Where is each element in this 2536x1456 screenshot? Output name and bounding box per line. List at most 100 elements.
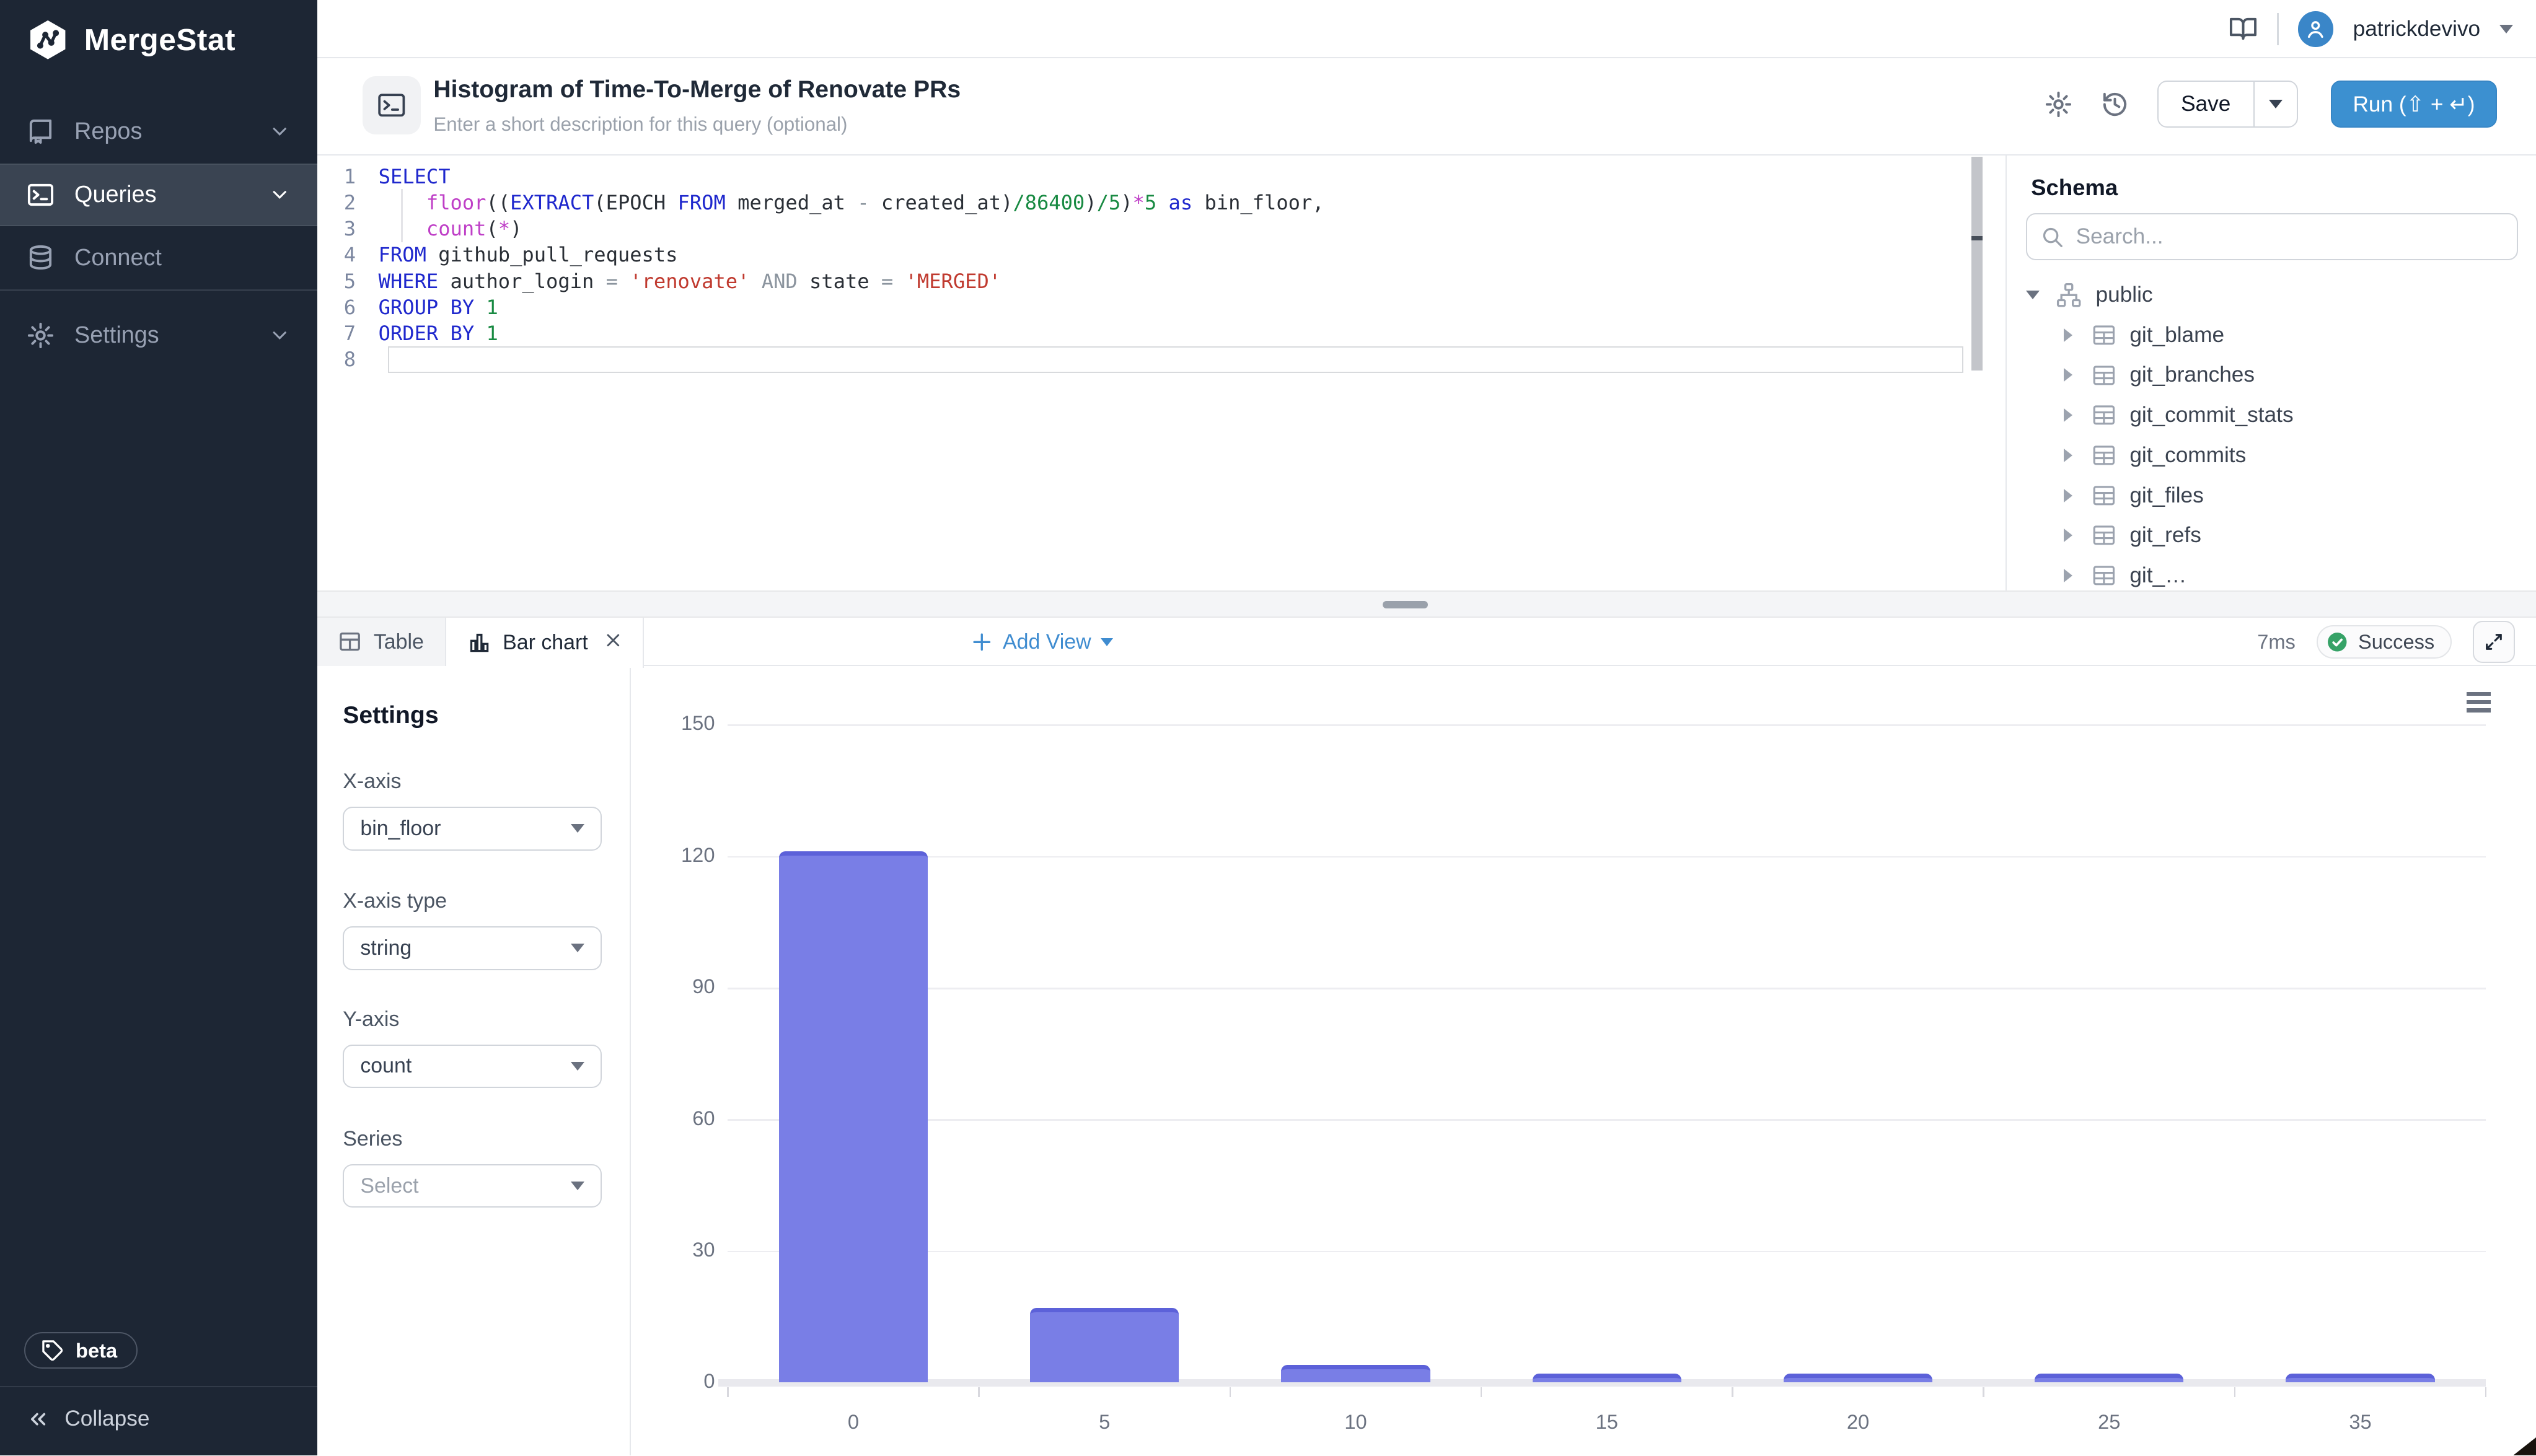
caret-right-icon[interactable] [2059, 368, 2078, 382]
x-axis-value: bin_floor [360, 816, 441, 840]
mergestat-logo[interactable]: MergeStat [26, 18, 236, 61]
mergestat-logo-icon [26, 18, 69, 61]
schema-table-git_files[interactable]: git_files [2007, 475, 2536, 515]
caret-right-icon[interactable] [2059, 328, 2078, 342]
x-axis-tick [727, 1387, 729, 1397]
caret-right-icon[interactable] [2059, 448, 2078, 462]
caret-right-icon[interactable] [2059, 488, 2078, 502]
schema-search-box [2026, 213, 2518, 261]
schema-table-git_blame[interactable]: git_blame [2007, 315, 2536, 355]
schema-table-git_refs[interactable]: git_refs [2007, 515, 2536, 556]
line-number: 8 [343, 348, 356, 372]
tag-icon [40, 1338, 64, 1362]
code-line: 6 GROUP BY 1 [317, 294, 2006, 320]
x-axis-tick-label: 35 [2349, 1410, 2372, 1433]
caret-down-icon [2269, 100, 2283, 110]
caret-right-icon[interactable] [2059, 569, 2078, 583]
splitter-handle[interactable] [1383, 601, 1429, 608]
username[interactable]: patrickdevivo [2353, 16, 2481, 41]
gridline [728, 1250, 2486, 1253]
caret-open-icon[interactable] [2023, 290, 2042, 300]
save-button[interactable]: Save [2159, 82, 2253, 126]
tab-bar-chart[interactable]: Bar chart [446, 617, 645, 668]
bar-chart-canvas[interactable]: 0 30 60 90 120 150 0 5 10 15 20 25 35 [630, 666, 2536, 1455]
query-terminal-icon [362, 76, 421, 134]
main-area: patrickdevivo Histogram of Time-To-Merge… [317, 0, 2536, 1455]
caret-right-icon[interactable] [2059, 408, 2078, 423]
table-name: git_commit_stats [2129, 403, 2294, 428]
schema-table-git_[interactable]: git_… [2007, 556, 2536, 590]
docs-book-icon[interactable] [2229, 14, 2258, 43]
table-name: git_… [2129, 563, 2187, 588]
line-number: 6 [343, 295, 356, 319]
add-view-button[interactable]: Add View [971, 618, 1114, 666]
code-line: 1 SELECT [317, 164, 2006, 190]
series-value: Select [360, 1173, 419, 1198]
indent-guide [401, 189, 403, 243]
plus-icon [971, 631, 993, 654]
run-button[interactable]: Run (⇧ + ↵) [2330, 81, 2498, 128]
sidebar-item-label: Connect [74, 244, 162, 271]
table-icon [2091, 362, 2117, 388]
table-icon [2091, 522, 2117, 548]
x-axis-tick [1732, 1387, 1733, 1397]
x-axis-tick-label: 5 [1099, 1410, 1111, 1433]
query-settings-gear-icon[interactable] [2044, 90, 2073, 119]
app-title: MergeStat [84, 22, 236, 57]
user-menu-caret-icon[interactable] [2499, 24, 2514, 34]
caret-down-icon [570, 824, 584, 834]
sql-editor[interactable]: 1 SELECT 2 floor((EXTRACT(EPOCH FROM merge… [317, 155, 2006, 590]
x-axis-tick [1229, 1387, 1231, 1397]
expand-fullscreen-button[interactable] [2473, 621, 2516, 663]
x-axis-tick-label: 0 [847, 1410, 860, 1433]
y-axis-tick-label: 0 [703, 1369, 715, 1393]
editor-scrollbar[interactable] [1971, 157, 1983, 371]
caret-down-icon [570, 1061, 584, 1071]
bar-25 [2035, 1374, 2184, 1383]
close-tab-icon[interactable] [604, 631, 622, 654]
tab-table[interactable]: Table [317, 617, 446, 667]
bar-20 [1783, 1374, 1932, 1383]
bar-0 [778, 851, 928, 1383]
schema-table-git_commits[interactable]: git_commits [2007, 436, 2536, 476]
table-icon [338, 629, 362, 654]
table-icon [2091, 322, 2117, 348]
schema-node-label: public [2095, 282, 2153, 307]
save-options-caret[interactable] [2253, 82, 2297, 127]
sidebar-item-queries[interactable]: Queries [0, 163, 317, 227]
tab-label: Bar chart [503, 630, 588, 654]
avatar[interactable] [2297, 11, 2334, 47]
query-title[interactable]: Histogram of Time-To-Merge of Renovate P… [433, 76, 961, 103]
y-axis-tick-label: 120 [681, 843, 715, 866]
line-number: 1 [343, 164, 356, 188]
table-name: git_blame [2129, 322, 2225, 347]
schema-node-public[interactable]: public [2007, 275, 2536, 315]
sidebar-item-repos[interactable]: Repos [0, 100, 317, 164]
code-line: 5 WHERE author_login = 'renovate' AND sta… [317, 268, 2006, 294]
search-icon [2040, 225, 2064, 249]
y-axis-select[interactable]: count [343, 1044, 602, 1089]
series-select[interactable]: Select [343, 1164, 602, 1208]
query-history-icon[interactable] [2100, 90, 2129, 119]
schema-table-git_commit_stats[interactable]: git_commit_stats [2007, 395, 2536, 436]
database-icon [26, 243, 55, 273]
horizontal-splitter[interactable] [317, 590, 2536, 618]
chart-menu-icon[interactable] [2466, 691, 2491, 716]
sidebar-item-connect[interactable]: Connect [0, 226, 317, 289]
query-duration: 7ms [2257, 630, 2296, 654]
x-axis-select[interactable]: bin_floor [343, 807, 602, 851]
chevron-down-icon [268, 120, 291, 143]
sidebar-item-settings[interactable]: Settings [0, 304, 317, 367]
x-axis-type-value: string [360, 936, 412, 960]
results-header: Table Bar chart Add View [317, 617, 2536, 668]
gridline [728, 987, 2486, 989]
save-split-button: Save [2157, 81, 2299, 128]
query-description-input[interactable] [433, 113, 1243, 136]
collapse-button[interactable]: Collapse [26, 1406, 149, 1431]
status-badge: Success [2316, 625, 2452, 659]
schema-search-input[interactable] [2076, 224, 2504, 250]
x-axis-type-select[interactable]: string [343, 926, 602, 970]
caret-right-icon[interactable] [2059, 528, 2078, 543]
schema-tree: public git_blame git_branches git_commit_st… [2007, 275, 2536, 590]
schema-table-git_branches[interactable]: git_branches [2007, 355, 2536, 395]
